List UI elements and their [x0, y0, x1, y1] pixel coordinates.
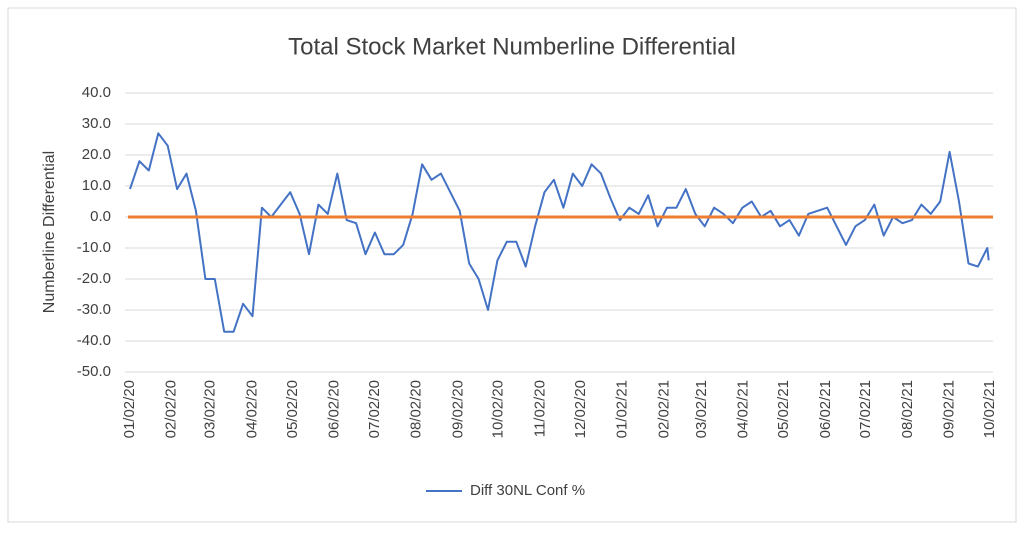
x-tick-label: 09/02/21	[941, 380, 958, 438]
y-axis-label: Numberline Differential	[41, 151, 58, 313]
x-tick-label: 08/02/21	[899, 380, 916, 438]
x-tick-label: 01/02/20	[121, 380, 138, 438]
x-tick-label: 04/02/21	[735, 380, 752, 438]
x-tick-label: 07/02/21	[857, 380, 874, 438]
y-tick-label: 20.0	[82, 146, 111, 163]
y-tick-label: -20.0	[77, 270, 111, 287]
x-tick-label: 02/02/21	[655, 380, 672, 438]
x-tick-label: 02/02/20	[163, 380, 180, 438]
x-tick-label: 12/02/20	[572, 380, 589, 438]
y-tick-label: -40.0	[77, 332, 111, 349]
y-tick-label: 40.0	[82, 84, 111, 101]
x-tick-label: 03/02/20	[202, 380, 219, 438]
x-tick-label: 06/02/20	[326, 380, 343, 438]
x-tick-label: 09/02/20	[449, 380, 466, 438]
chart-frame	[7, 7, 1017, 523]
data-line	[129, 132, 990, 333]
chart-title: Total Stock Market Numberline Differenti…	[288, 33, 736, 60]
x-tick-label: 01/02/21	[614, 380, 631, 438]
x-tick-label: 07/02/20	[366, 380, 383, 438]
x-tick-label: 11/02/20	[531, 380, 548, 437]
x-tick-label: 05/02/20	[284, 380, 301, 438]
y-tick-label: 0.0	[90, 208, 111, 225]
x-tick-label: 05/02/21	[775, 380, 792, 438]
y-tick-label: -10.0	[77, 239, 111, 256]
x-tick-label: 04/02/20	[243, 380, 260, 438]
x-tick-label: 08/02/20	[408, 380, 425, 438]
x-tick-label: 10/02/21	[981, 380, 998, 438]
y-tick-label: 10.0	[82, 177, 111, 194]
legend-label: Diff 30NL Conf %	[470, 482, 585, 499]
x-tick-label: 06/02/21	[817, 380, 834, 438]
y-tick-label: -50.0	[77, 363, 111, 380]
y-tick-label: -30.0	[77, 301, 111, 318]
y-tick-label: 30.0	[82, 115, 111, 132]
x-tick-label: 10/02/20	[490, 380, 507, 438]
x-tick-label: 03/02/21	[693, 380, 710, 438]
